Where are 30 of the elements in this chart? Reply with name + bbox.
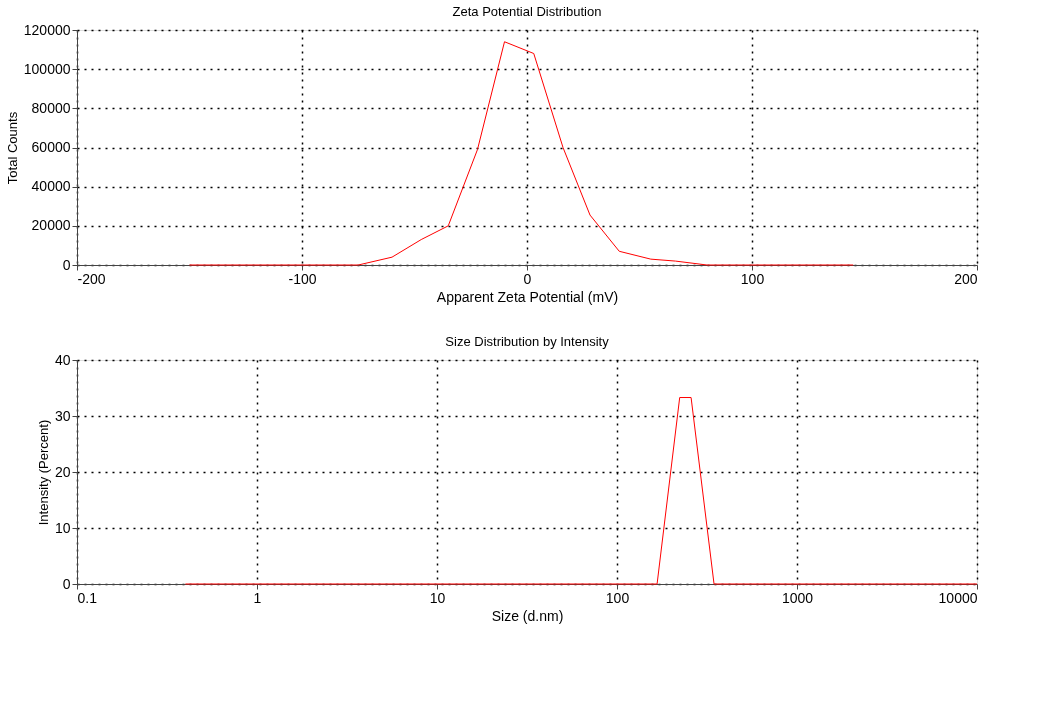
x-tick-label: -100: [288, 270, 317, 287]
x-tick-label: 10000: [938, 589, 978, 606]
x-tick-label: -200: [77, 270, 106, 287]
x-tick-label: 100: [605, 589, 630, 606]
x-tick-label: 200: [954, 270, 978, 287]
chart-title: Size Distribution by Intensity: [445, 334, 610, 349]
x-tick-label: 1000: [781, 589, 814, 606]
y-tick-label: 0: [62, 256, 71, 273]
chart-title: Zeta Potential Distribution: [452, 4, 602, 19]
y-tick-label: 100000: [23, 60, 71, 77]
x-axis-title: Size (d.nm): [491, 607, 564, 624]
x-tick-label: 1: [253, 589, 262, 606]
y-tick-label: 40000: [31, 178, 71, 195]
x-axis-title: Apparent Zeta Potential (mV): [436, 288, 619, 305]
y-tick-label: 60000: [31, 139, 71, 155]
y-tick-label: 30: [54, 407, 71, 424]
y-tick-label: 80000: [31, 99, 71, 116]
x-tick-label: 10: [429, 589, 446, 606]
y-tick-label: 20000: [31, 217, 71, 234]
y-axis-title: Total Counts: [4, 111, 20, 185]
y-tick-label: 20: [54, 463, 71, 480]
y-tick-label: 40: [54, 351, 71, 368]
x-tick-label: 100: [740, 270, 765, 287]
x-tick-label: 0.1: [77, 589, 98, 606]
y-tick-label: 10: [54, 519, 71, 536]
line-series: [189, 41, 854, 266]
y-axis-title: Intensity (Percent): [35, 419, 51, 526]
y-tick-label: 120000: [23, 21, 71, 38]
x-tick-label: 0: [523, 270, 532, 287]
y-tick-label: 0: [62, 575, 71, 592]
